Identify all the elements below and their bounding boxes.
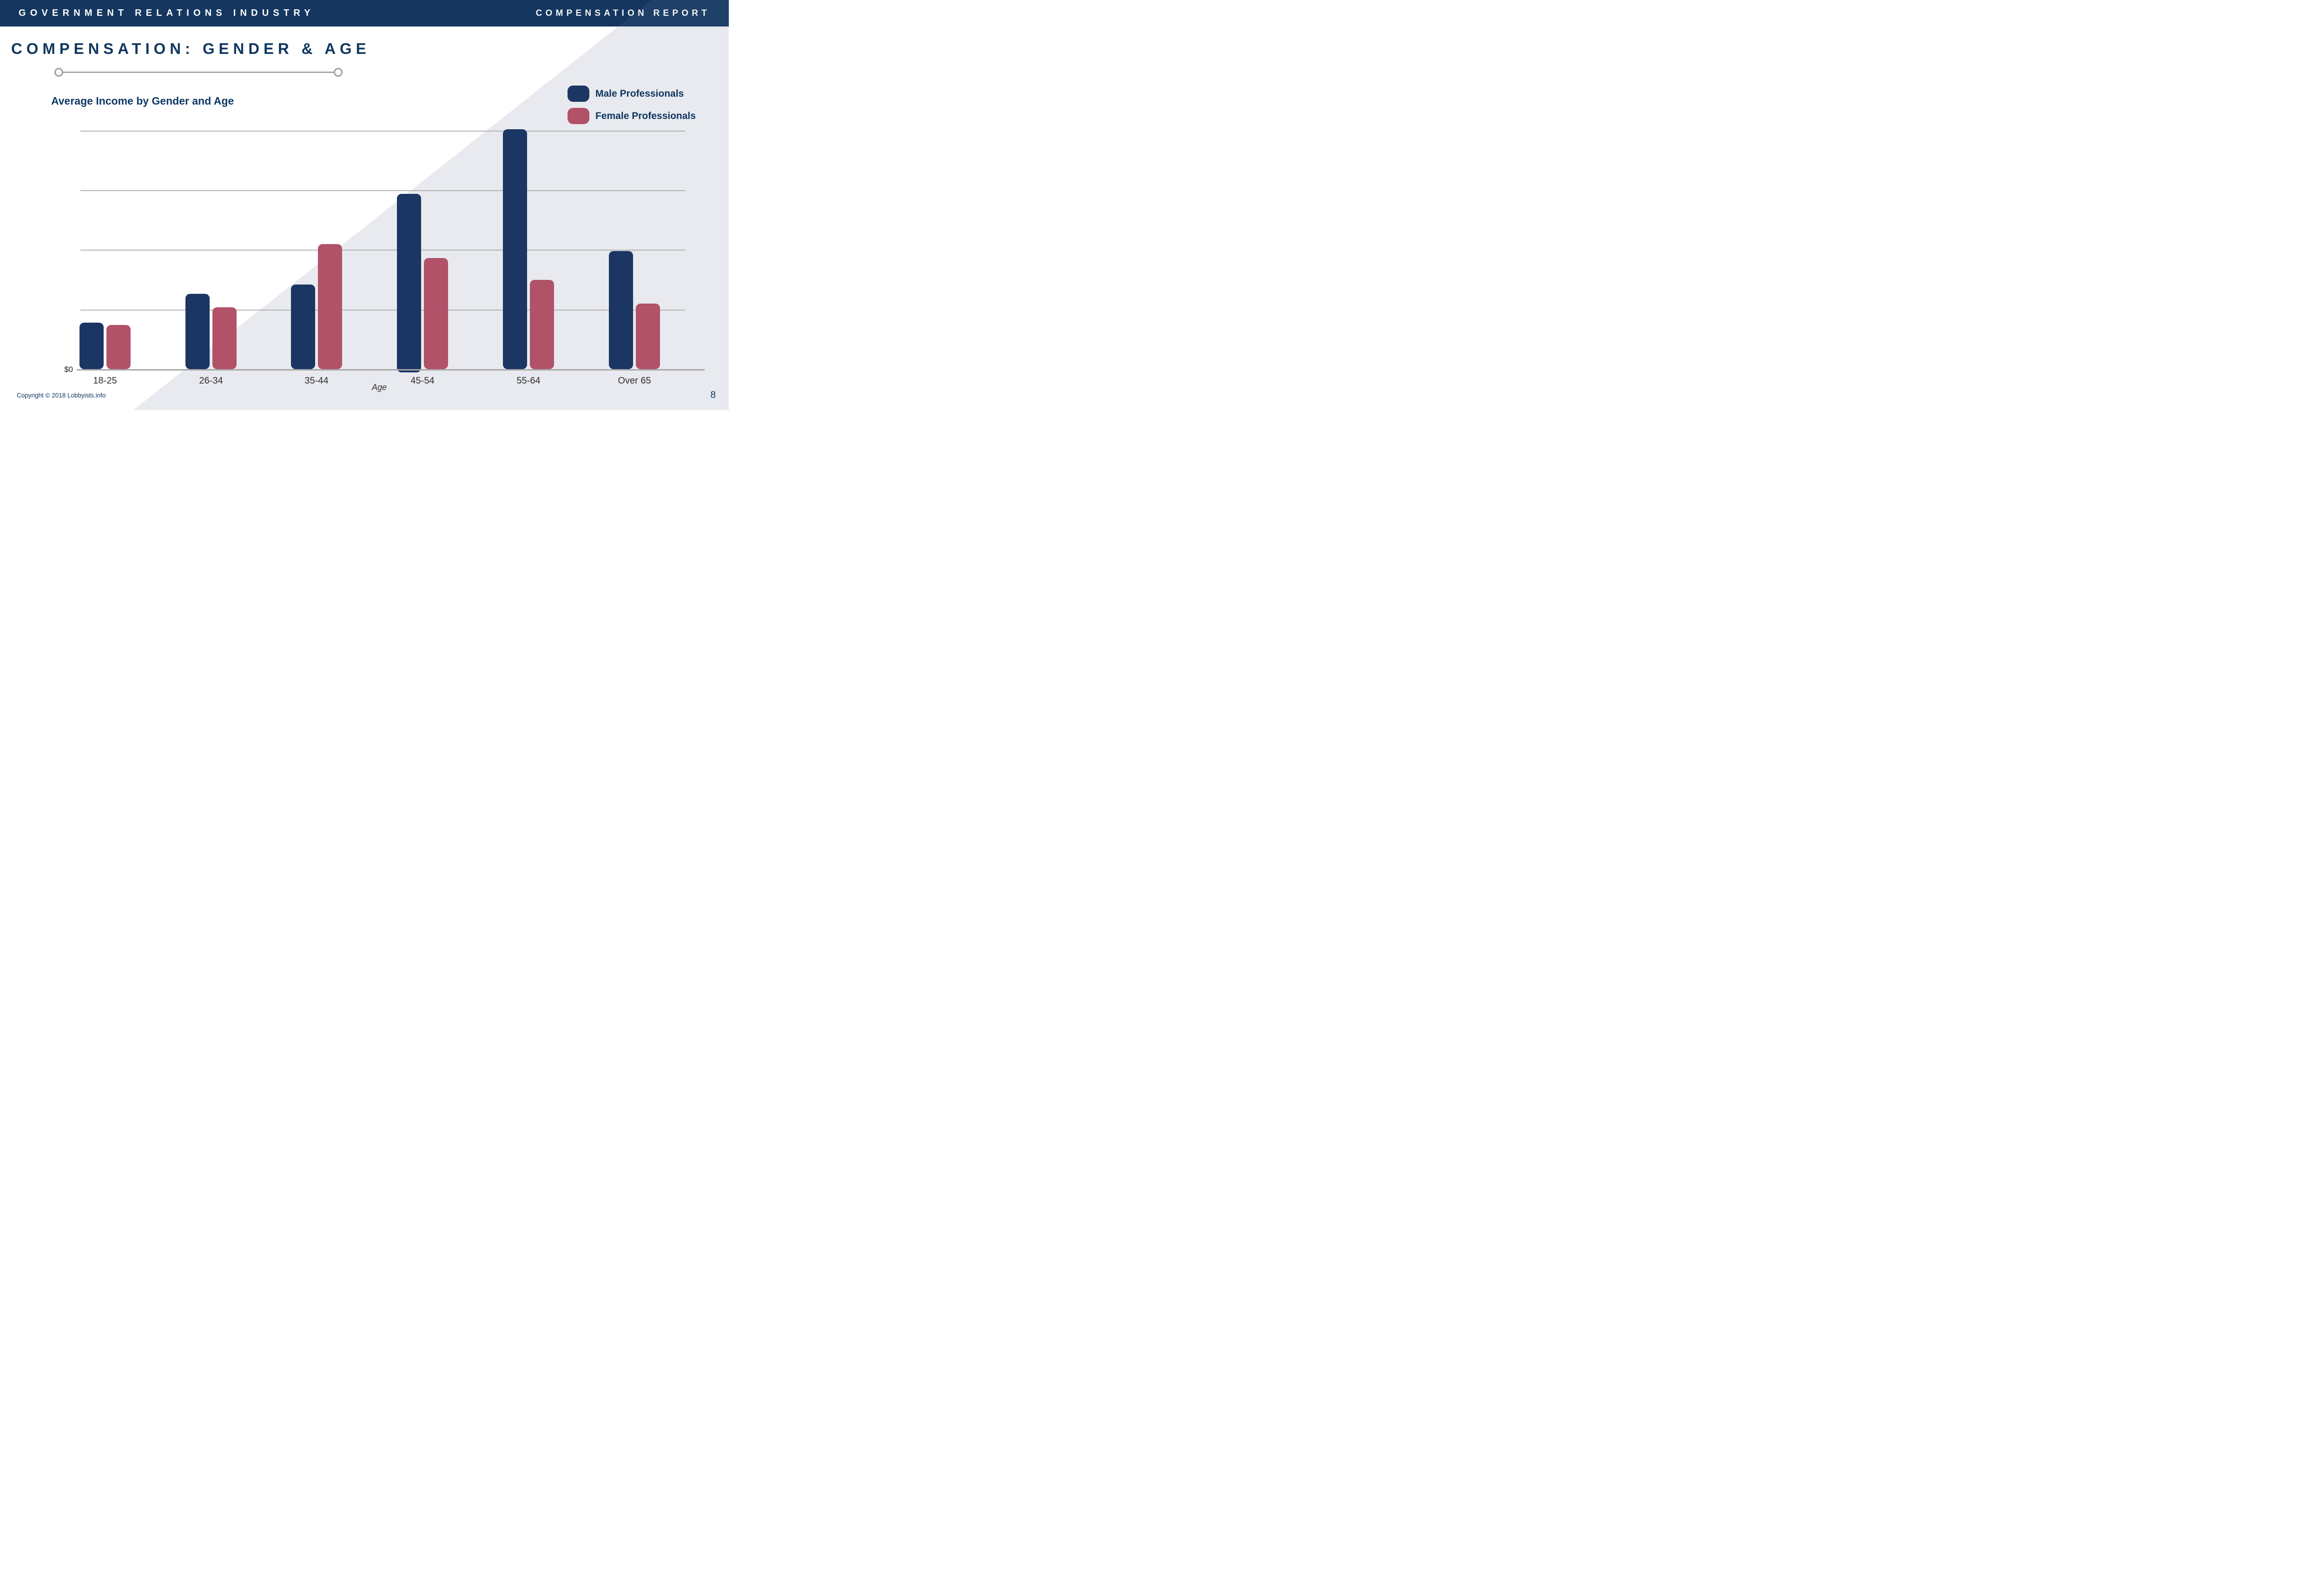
legend-item-female-professionals: Female Professionals	[568, 108, 696, 124]
gridline-100000	[80, 250, 685, 251]
legend-item-male-professionals: Male Professionals	[568, 86, 696, 102]
gridline-200000	[80, 130, 685, 132]
bar-chart-plot-area: 18-25 26-34 35-44 45-54 55-64 Over 65 $0 Age	[0, 0, 729, 410]
x-axis-title: Age	[372, 383, 387, 392]
gridline-50000	[80, 309, 685, 311]
legend-swatch-icon	[568, 108, 589, 124]
legend-label: Female Professionals	[595, 110, 696, 121]
bar-male-55-64	[503, 129, 527, 369]
bar-female-45-54	[424, 258, 448, 369]
bar-male-26-34	[185, 294, 210, 369]
bar-female-55-64	[530, 280, 554, 369]
slide: GOVERNMENT RELATIONS INDUSTRY COMPENSATI…	[0, 0, 729, 410]
header-left-title: GOVERNMENT RELATIONS INDUSTRY	[19, 8, 315, 18]
chart-title: Average Income by Gender and Age	[51, 95, 234, 107]
x-tick-label-55-64: 55-64	[516, 376, 541, 386]
bar-female-18-25	[106, 325, 131, 369]
bar-male-45-54	[397, 194, 421, 372]
title-divider-line	[54, 68, 343, 77]
header-right-title: COMPENSATION REPORT	[535, 8, 710, 18]
copyright-text: Copyright © 2018 Lobbyists.info	[17, 392, 106, 399]
bar-female-26-34	[212, 307, 237, 369]
y-tick-label-zero: $0	[64, 365, 73, 374]
legend-label: Male Professionals	[595, 88, 684, 99]
x-tick-label-18-25: 18-25	[93, 376, 117, 386]
page-title: COMPENSATION: GENDER & AGE	[11, 40, 370, 57]
page-number: 8	[710, 390, 716, 400]
bar-male-35-44	[291, 285, 315, 369]
x-tick-label-35-44: 35-44	[304, 376, 329, 386]
header-bar: GOVERNMENT RELATIONS INDUSTRY COMPENSATI…	[0, 0, 729, 26]
gridline-150000	[80, 190, 685, 192]
legend-swatch-icon	[568, 86, 589, 102]
divider-endpoint-circle-left	[54, 68, 63, 77]
bar-male-over-65	[609, 251, 633, 369]
bar-female-35-44	[318, 244, 342, 369]
x-axis-line	[77, 369, 705, 371]
x-tick-label-45-54: 45-54	[410, 376, 435, 386]
chart-legend: Male Professionals Female Professionals	[568, 86, 696, 130]
bar-female-over-65	[636, 304, 660, 369]
x-tick-label-26-34: 26-34	[199, 376, 223, 386]
divider-endpoint-circle-right	[334, 68, 343, 77]
bar-male-18-25	[79, 323, 104, 369]
x-tick-label-over-65: Over 65	[618, 376, 651, 386]
